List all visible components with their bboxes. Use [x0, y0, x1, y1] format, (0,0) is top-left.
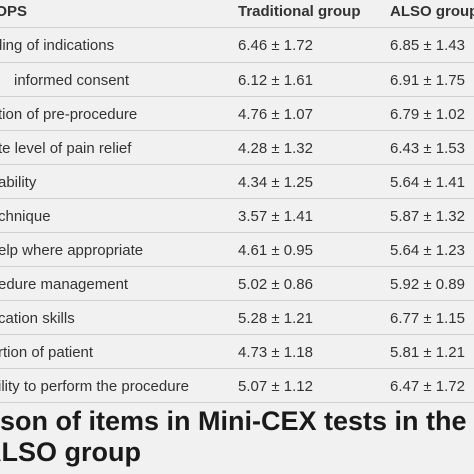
traditional-value: 4.61 ± 0.95	[238, 242, 313, 259]
also-value: 6.85 ± 1.43	[390, 37, 465, 54]
also-value: 6.43 ± 1.53	[390, 140, 465, 157]
also-value: 5.87 ± 1.32	[390, 208, 465, 225]
table-row: cation skills 5.28 ± 1.21 6.77 ± 1.15	[0, 301, 474, 335]
row-divider	[0, 164, 474, 165]
table-header: s DOPS Traditional group ALSO group	[0, 0, 474, 26]
traditional-value: 5.28 ± 1.21	[238, 310, 313, 327]
table-row: tion of pre-procedure 4.76 ± 1.07 6.79 ±…	[0, 97, 474, 131]
also-value: 6.47 ± 1.72	[390, 378, 465, 395]
row-divider	[0, 300, 474, 301]
row-item-label: cation skills	[0, 310, 75, 327]
row-item-label: ability	[0, 174, 37, 191]
table-row: ability 4.34 ± 1.25 5.64 ± 1.41	[0, 165, 474, 199]
traditional-value: 6.12 ± 1.61	[238, 72, 313, 89]
row-divider	[0, 198, 474, 199]
row-divider	[0, 232, 474, 233]
table-caption: rison of items in Mini-CEX tests in the …	[0, 406, 474, 468]
traditional-value: 3.57 ± 1.41	[238, 208, 313, 225]
also-value: 6.91 ± 1.75	[390, 72, 465, 89]
row-item-label: elp where appropriate	[0, 242, 144, 259]
table-row: chnique 3.57 ± 1.41 5.87 ± 1.32	[0, 199, 474, 233]
caption-line-2: ALSO group	[0, 437, 141, 467]
traditional-value: 4.34 ± 1.25	[238, 174, 313, 191]
traditional-value: 4.73 ± 1.18	[238, 344, 313, 361]
row-divider	[0, 368, 474, 369]
header-item: s DOPS	[0, 3, 28, 20]
traditional-value: 5.02 ± 0.86	[238, 276, 313, 293]
table-row: rtion of patient 4.73 ± 1.18 5.81 ± 1.21	[0, 335, 474, 369]
table-row: ility to perform the procedure 5.07 ± 1.…	[0, 369, 474, 403]
table-row: elp where appropriate 4.61 ± 0.95 5.64 ±…	[0, 233, 474, 267]
row-item-label: informed consent	[14, 72, 130, 89]
table-bottom-divider	[0, 402, 474, 403]
table-row: ding of indications 6.46 ± 1.72 6.85 ± 1…	[0, 28, 474, 62]
row-divider	[0, 96, 474, 97]
also-value: 5.64 ± 1.23	[390, 242, 465, 259]
header-also-group: ALSO group	[390, 3, 474, 20]
row-item-label: ility to perform the procedure	[0, 378, 189, 395]
row-item-label: ding of indications	[0, 37, 115, 54]
row-item-label: te level of pain relief	[0, 140, 132, 157]
also-value: 5.92 ± 0.89	[390, 276, 465, 293]
row-divider	[0, 130, 474, 131]
table-row: te level of pain relief 4.28 ± 1.32 6.43…	[0, 131, 474, 165]
row-item-label: tion of pre-procedure	[0, 106, 138, 123]
table-row: informed consent 6.12 ± 1.61 6.91 ± 1.75	[0, 63, 474, 97]
row-item-label: edure management	[0, 276, 129, 293]
traditional-value: 5.07 ± 1.12	[238, 378, 313, 395]
row-item-label: rtion of patient	[0, 344, 94, 361]
also-value: 6.79 ± 1.02	[390, 106, 465, 123]
also-value: 5.81 ± 1.21	[390, 344, 465, 361]
row-divider	[0, 266, 474, 267]
traditional-value: 4.28 ± 1.32	[238, 140, 313, 157]
row-divider	[0, 62, 474, 63]
also-value: 6.77 ± 1.15	[390, 310, 465, 327]
header-divider	[0, 27, 474, 28]
traditional-value: 4.76 ± 1.07	[238, 106, 313, 123]
caption-line-1: rison of items in Mini-CEX tests in the	[0, 406, 467, 436]
row-divider	[0, 334, 474, 335]
also-value: 5.64 ± 1.41	[390, 174, 465, 191]
traditional-value: 6.46 ± 1.72	[238, 37, 313, 54]
table-row: edure management 5.02 ± 0.86 5.92 ± 0.89	[0, 267, 474, 301]
header-traditional-group: Traditional group	[238, 3, 361, 20]
row-item-label: chnique	[0, 208, 51, 225]
